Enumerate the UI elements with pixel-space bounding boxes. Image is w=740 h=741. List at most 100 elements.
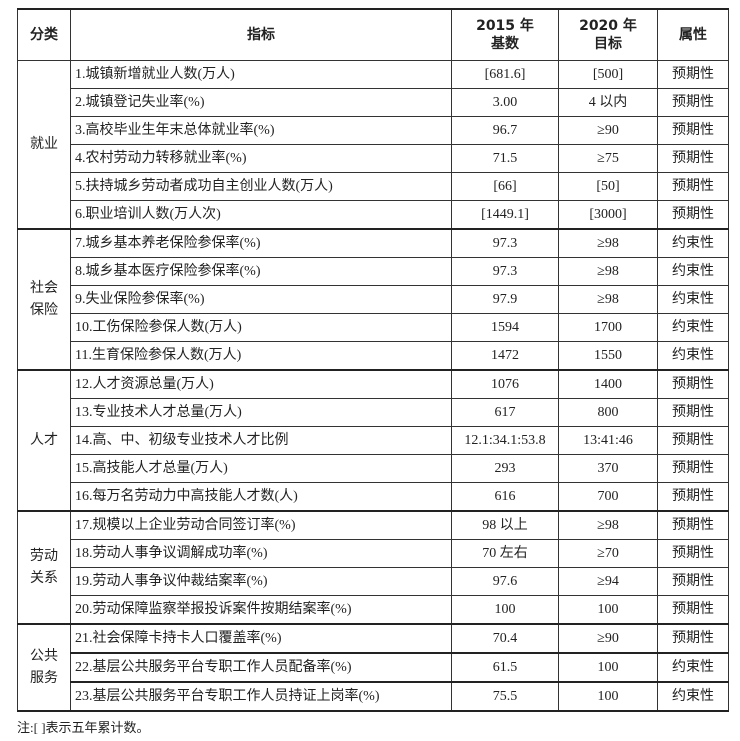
category-label: 保险	[30, 302, 58, 318]
base-value-cell: 293	[451, 454, 559, 483]
table-row: 11.生育保险参保人数(万人) 1472 1550 约束性	[18, 341, 729, 371]
base-value-cell: 71.5	[451, 144, 559, 173]
indicator-cell: 8.城乡基本医疗保险参保率(%)	[70, 257, 452, 286]
attribute-cell: 约束性	[657, 228, 729, 258]
indicator-cell: 22.基层公共服务平台专职工作人员配备率(%)	[70, 652, 452, 683]
table-row: 20.劳动保障监察举报投诉案件按期结案率(%) 100 100 预期性	[18, 595, 729, 625]
indicator-cell: 17.规模以上企业劳动合同签订率(%)	[70, 510, 452, 540]
category-cell: 社会 保险	[17, 228, 71, 371]
attribute-cell: 约束性	[657, 341, 729, 371]
header-target-label: 目标	[594, 36, 622, 52]
base-value-cell: 97.3	[451, 257, 559, 286]
header-base: 2015 年基数	[451, 8, 559, 61]
indicator-cell: 9.失业保险参保率(%)	[70, 285, 452, 314]
target-value-cell: 1550	[558, 341, 658, 371]
header-row: 分类 指标 2015 年基数 2020 年目标 属性	[17, 8, 729, 61]
category-label: 就业	[30, 136, 58, 152]
target-value-cell: ≥98	[558, 228, 658, 258]
target-value-cell: ≥90	[558, 623, 658, 654]
indicator-cell: 20.劳动保障监察举报投诉案件按期结案率(%)	[70, 595, 452, 625]
attribute-cell: 预期性	[657, 144, 729, 173]
table-row: 10.工伤保险参保人数(万人) 1594 1700 约束性	[18, 313, 729, 342]
base-value-cell: 70.4	[451, 623, 559, 654]
header-attribute: 属性	[657, 8, 729, 61]
indicator-cell: 4.农村劳动力转移就业率(%)	[70, 144, 452, 173]
table-row: 13.专业技术人才总量(万人) 617 800 预期性	[18, 398, 729, 427]
attribute-cell: 预期性	[657, 200, 729, 230]
category-cell: 就业	[17, 60, 71, 230]
base-value-cell: 1594	[451, 313, 559, 342]
indicator-cell: 5.扶持城乡劳动者成功自主创业人数(万人)	[70, 172, 452, 201]
table-row: 公共服务 21.社会保障卡持卡人口覆盖率(%) 70.4 ≥90 预期性	[17, 623, 729, 712]
target-value-cell: ≥75	[558, 144, 658, 173]
table-row: 19.劳动人事争议仲裁结案率(%) 97.6 ≥94 预期性	[18, 567, 729, 596]
base-value-cell: [681.6]	[451, 60, 559, 89]
target-value-cell: 4 以内	[558, 88, 658, 117]
indicator-cell: 14.高、中、初级专业技术人才比例	[70, 426, 452, 455]
target-value-cell: 800	[558, 398, 658, 427]
base-value-cell: 97.9	[451, 285, 559, 314]
indicator-cell: 16.每万名劳动力中高技能人才数(人)	[70, 482, 452, 512]
target-value-cell: ≥70	[558, 539, 658, 568]
category-cell: 劳动 关系	[17, 510, 71, 625]
attribute-cell: 预期性	[657, 623, 729, 654]
footnote: 注:[ ]表示五年累计数。	[17, 720, 150, 735]
base-value-cell: 97.6	[451, 567, 559, 596]
attribute-cell: 预期性	[657, 88, 729, 117]
table-row: 14.高、中、初级专业技术人才比例 12.1:34.1:53.8 13:41:46 预…	[18, 426, 729, 455]
attribute-cell: 预期性	[657, 595, 729, 625]
table-row: 就业 1.城镇新增就业人数(万人) [681.6] [500] 预期性	[17, 60, 729, 230]
category-label: 劳动	[30, 548, 58, 564]
attribute-cell: 约束性	[657, 681, 729, 712]
header-target-year: 2020 年	[579, 18, 637, 34]
attribute-cell: 预期性	[657, 567, 729, 596]
table-row: 劳动 关系 17.规模以上企业劳动合同签订率(%) 98 以上 ≥98 预期性	[17, 510, 729, 625]
target-value-cell: [500]	[558, 60, 658, 89]
base-value-cell: 616	[451, 482, 559, 512]
base-value-cell: 3.00	[451, 88, 559, 117]
attribute-cell: 预期性	[657, 510, 729, 540]
indicator-cell: 13.专业技术人才总量(万人)	[70, 398, 452, 427]
target-value-cell: 100	[558, 681, 658, 712]
target-value-cell: 700	[558, 482, 658, 512]
indicator-cell: 21.社会保障卡持卡人口覆盖率(%)	[70, 623, 452, 654]
header-category: 分类	[17, 8, 71, 61]
table-row: 2.城镇登记失业率(%) 3.00 4 以内 预期性	[18, 88, 729, 117]
attribute-cell: 预期性	[657, 369, 729, 399]
header-base-year: 2015 年	[476, 18, 534, 34]
base-value-cell: 70 左右	[451, 539, 559, 568]
base-value-cell: 61.5	[451, 652, 559, 683]
attribute-cell: 约束性	[657, 313, 729, 342]
indicator-cell: 23.基层公共服务平台专职工作人员持证上岗率(%)	[70, 681, 452, 712]
target-value-cell: 370	[558, 454, 658, 483]
table-row: 4.农村劳动力转移就业率(%) 71.5 ≥75 预期性	[18, 144, 729, 173]
base-value-cell: 617	[451, 398, 559, 427]
table-row: 22.基层公共服务平台专职工作人员配备率(%) 61.5 100 约束性	[18, 652, 729, 683]
attribute-cell: 预期性	[657, 539, 729, 568]
target-value-cell: 1700	[558, 313, 658, 342]
category-label: 公共	[30, 648, 58, 664]
category-label: 服务	[30, 670, 58, 686]
table-row: 15.高技能人才总量(万人) 293 370 预期性	[18, 454, 729, 483]
indicator-cell: 6.职业培训人数(万人次)	[70, 200, 452, 230]
attribute-cell: 预期性	[657, 172, 729, 201]
table-row: 16.每万名劳动力中高技能人才数(人) 616 700 预期性	[18, 482, 729, 512]
table-row: 23.基层公共服务平台专职工作人员持证上岗率(%) 75.5 100 约束性	[18, 681, 729, 712]
attribute-cell: 预期性	[657, 482, 729, 512]
base-value-cell: 100	[451, 595, 559, 625]
table-row: 3.高校毕业生年末总体就业率(%) 96.7 ≥90 预期性	[18, 116, 729, 145]
attribute-cell: 约束性	[657, 257, 729, 286]
attribute-cell: 预期性	[657, 426, 729, 455]
base-value-cell: [1449.1]	[451, 200, 559, 230]
attribute-cell: 约束性	[657, 652, 729, 683]
base-value-cell: 98 以上	[451, 510, 559, 540]
category-cell: 人才	[17, 369, 71, 512]
target-value-cell: ≥90	[558, 116, 658, 145]
target-value-cell: 100	[558, 595, 658, 625]
indicator-cell: 7.城乡基本养老保险参保率(%)	[70, 228, 452, 258]
target-value-cell: ≥94	[558, 567, 658, 596]
target-value-cell: ≥98	[558, 257, 658, 286]
base-value-cell: 1076	[451, 369, 559, 399]
table-row: 5.扶持城乡劳动者成功自主创业人数(万人) [66] [50] 预期性	[18, 172, 729, 201]
indicator-cell: 1.城镇新增就业人数(万人)	[70, 60, 452, 89]
